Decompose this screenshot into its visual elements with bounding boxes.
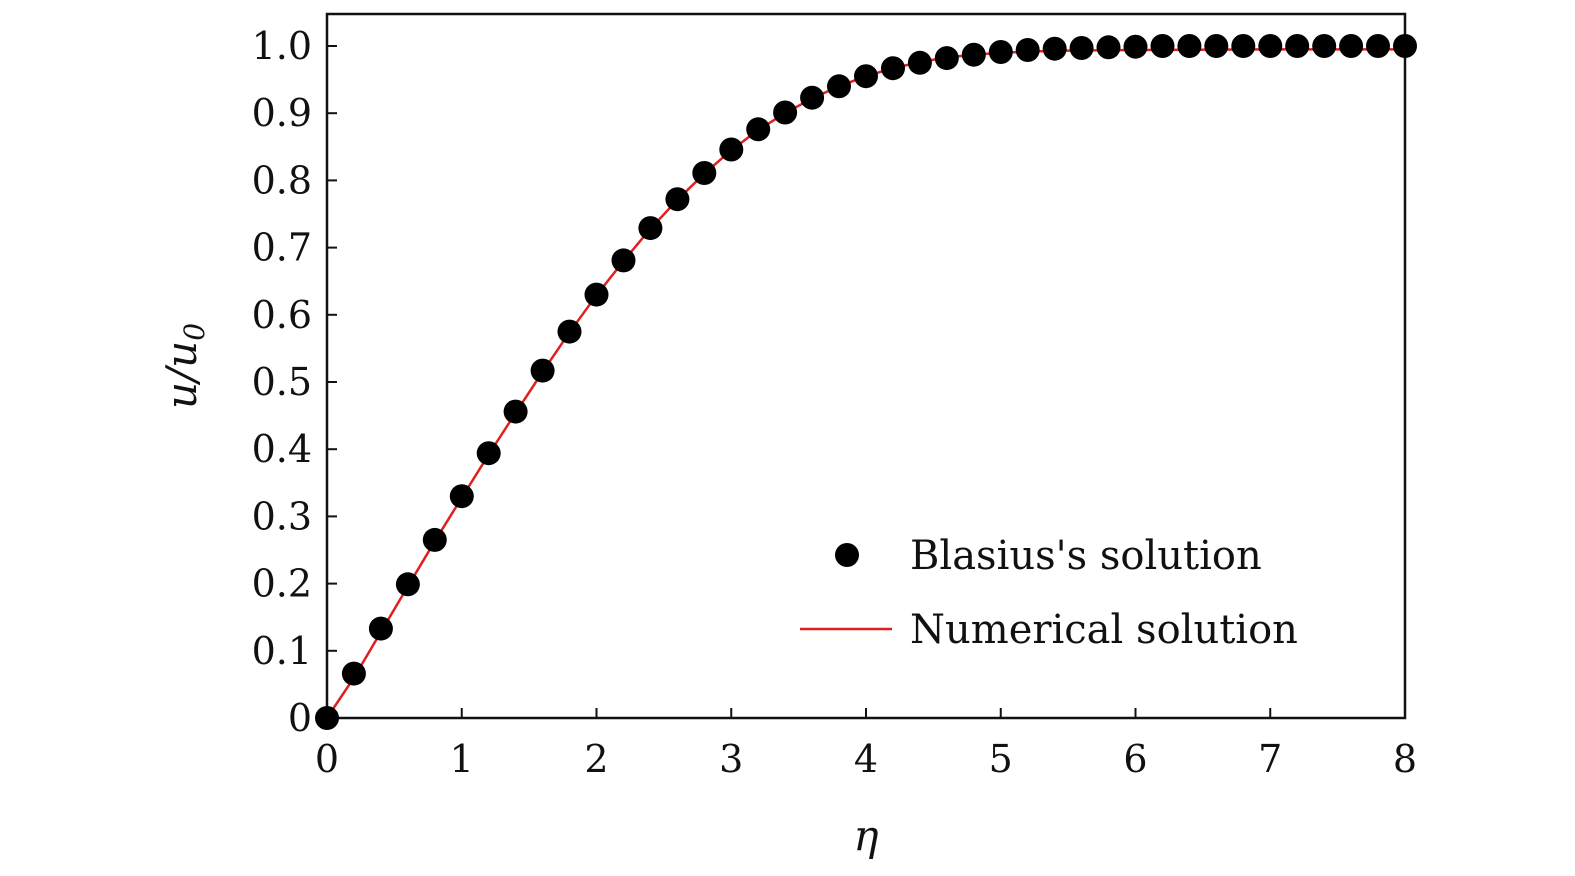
y-tick-label: 0.5 xyxy=(252,360,312,404)
blasius-data-point xyxy=(557,319,582,344)
blasius-data-point xyxy=(530,358,555,383)
blasius-data-point xyxy=(368,616,393,641)
blasius-data-point xyxy=(988,40,1013,64)
blasius-data-point xyxy=(611,248,636,273)
blasius-data-point xyxy=(584,282,609,307)
blasius-data-point xyxy=(746,117,771,142)
blasius-data-point xyxy=(934,46,959,71)
y-tick-label: 0.2 xyxy=(252,562,312,606)
blasius-data-point xyxy=(1096,35,1121,60)
y-axis-ticks: 0 0.1 0.2 0.3 0.4 0.5 0.6 0.7 0.8 0.9 1.0 xyxy=(252,24,337,740)
legend-label-blasius: Blasius's solution xyxy=(910,533,1262,579)
y-tick-label: 0.4 xyxy=(252,427,312,471)
y-tick-label: 0.9 xyxy=(252,91,312,135)
x-tick-label: 6 xyxy=(1123,737,1147,781)
y-tick-label: 0.7 xyxy=(252,226,312,270)
x-tick-label: 8 xyxy=(1393,737,1417,781)
y-axis-label-main: u/u xyxy=(157,341,206,409)
x-tick-label: 4 xyxy=(854,737,878,781)
blasius-data-point xyxy=(422,527,447,552)
blasius-data-point xyxy=(1366,34,1390,58)
blasius-data-point xyxy=(1204,34,1229,58)
blasius-data-point xyxy=(1015,38,1040,62)
y-tick-label: 0 xyxy=(288,696,312,740)
blasius-data-point xyxy=(395,572,420,597)
blasius-data-point xyxy=(907,50,932,75)
blasius-data-point xyxy=(1177,34,1202,58)
blasius-data-point xyxy=(692,161,717,185)
blasius-data-point xyxy=(1042,36,1067,61)
blasius-data-point xyxy=(719,137,744,162)
y-tick-label: 0.3 xyxy=(252,494,312,538)
y-tick-label: 0.1 xyxy=(252,629,312,673)
blasius-data-point xyxy=(476,441,501,466)
x-axis-ticks: 0 1 2 3 4 5 6 7 8 xyxy=(315,708,1417,781)
x-tick-label: 2 xyxy=(584,737,608,781)
x-axis-label: η xyxy=(853,811,878,860)
x-tick-label: 5 xyxy=(989,737,1013,781)
blasius-data-point xyxy=(854,64,878,89)
blasius-data-point xyxy=(503,399,528,424)
blasius-data-point xyxy=(1258,34,1283,58)
blasius-data-point xyxy=(449,484,474,509)
blasius-data-point xyxy=(1069,36,1094,60)
blasius-data-point xyxy=(827,74,851,99)
blasius-data-point xyxy=(1312,34,1337,58)
blasius-data-point xyxy=(1285,34,1310,58)
blasius-data-point xyxy=(961,42,986,67)
blasius-data-point xyxy=(341,661,366,686)
blasius-data-point xyxy=(773,100,798,125)
legend-label-numerical: Numerical solution xyxy=(910,607,1298,653)
blasius-data-point xyxy=(1123,34,1148,59)
x-tick-label: 1 xyxy=(450,737,474,781)
x-tick-label: 7 xyxy=(1258,737,1282,781)
y-tick-label: 0.6 xyxy=(252,293,312,337)
blasius-data-point xyxy=(638,216,663,241)
legend-marker-blasius xyxy=(835,543,859,567)
y-axis-label: u/u0 xyxy=(157,323,211,409)
blasius-data-point xyxy=(1339,34,1364,58)
legend: Blasius's solution Numerical solution xyxy=(800,533,1298,653)
y-tick-label: 1.0 xyxy=(252,24,312,68)
blasius-data-point xyxy=(881,56,905,81)
blasius-solution-series xyxy=(315,34,1417,730)
blasius-data-point xyxy=(1150,34,1175,58)
x-tick-label: 0 xyxy=(315,737,339,781)
blasius-data-point xyxy=(1231,34,1256,58)
blasius-data-point xyxy=(665,187,690,212)
x-tick-label: 3 xyxy=(719,737,743,781)
blasius-data-point xyxy=(800,85,825,110)
blasius-data-point xyxy=(315,706,339,730)
y-tick-label: 0.8 xyxy=(252,158,312,202)
blasius-data-point xyxy=(1393,34,1417,58)
y-axis-label-subscript: 0 xyxy=(178,323,211,341)
